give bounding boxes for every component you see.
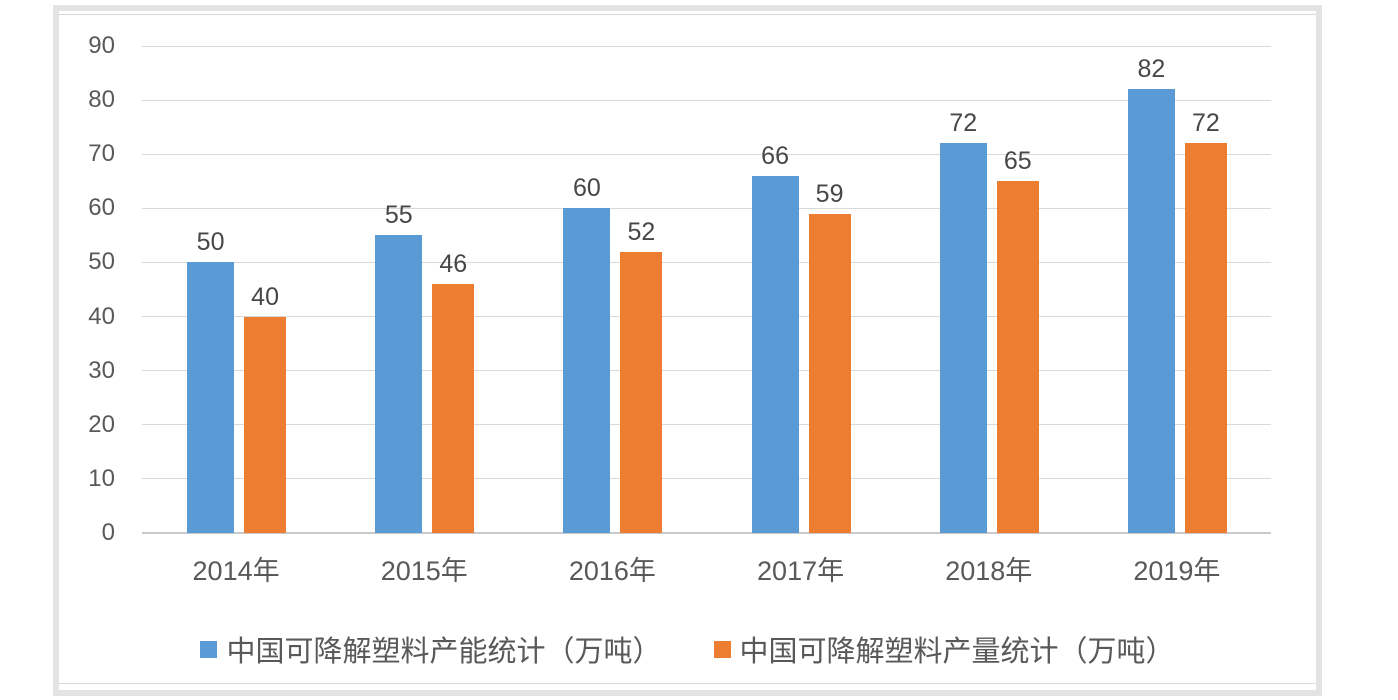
y-axis-tick-label: 60	[88, 194, 115, 222]
x-axis-label: 2015年	[380, 556, 468, 586]
gridline	[142, 45, 1271, 47]
x-axis-label: 2017年	[757, 556, 845, 586]
x-axis-label: 2014年	[192, 556, 280, 586]
capacity-bar	[187, 262, 235, 533]
legend-label-output: 中国可降解塑料产量统计（万吨）	[739, 636, 1175, 668]
bar-value-label: 59	[815, 179, 844, 208]
bar-value-label: 72	[1192, 109, 1220, 138]
output-bar	[996, 181, 1039, 533]
legend-label-capacity: 中国可降解塑料产能统计（万吨）	[226, 636, 662, 668]
gridline	[142, 370, 1271, 372]
y-axis-tick-label: 70	[88, 140, 115, 168]
y-axis-tick-label: 20	[88, 410, 115, 438]
gridline	[142, 99, 1271, 101]
gridline	[142, 424, 1271, 426]
bar-value-label: 66	[761, 141, 789, 170]
gridline	[142, 207, 1271, 209]
bar-value-label: 82	[1137, 55, 1166, 84]
output-bar	[808, 213, 851, 533]
x-axis-label: 2019年	[1133, 556, 1221, 586]
capacity-bar	[939, 143, 987, 533]
x-axis-label: 2018年	[945, 556, 1033, 586]
bar-value-label: 60	[573, 174, 601, 203]
legend-item-output: 中国可降解塑料产量统计（万吨）	[713, 628, 1175, 670]
y-axis-tick-label: 10	[88, 464, 115, 492]
capacity-bar	[375, 235, 423, 533]
bar-value-label: 52	[627, 217, 656, 246]
gridline	[142, 261, 1271, 263]
bar-chart: 中国可降解塑料产能统计（万吨） 中国可降解塑料产量统计（万吨） 0 10 20 30 4…	[59, 14, 1316, 684]
y-axis-tick-label: 50	[88, 248, 115, 276]
y-axis-tick-label: 40	[88, 302, 115, 330]
y-axis-tick-label: 90	[88, 32, 115, 59]
y-axis-tick-label: 0	[101, 519, 115, 546]
gridline	[142, 316, 1271, 318]
chart-legend: 中国可降解塑料产能统计（万吨） 中国可降解塑料产量统计（万吨）	[59, 628, 1316, 670]
y-axis-tick-label: 30	[88, 356, 115, 384]
output-bar	[432, 284, 475, 533]
output-bar	[620, 251, 663, 533]
legend-item-capacity: 中国可降解塑料产能统计（万吨）	[200, 628, 662, 670]
bar-value-label: 55	[384, 201, 413, 230]
chart-outer-frame: 中国可降解塑料产能统计（万吨） 中国可降解塑料产量统计（万吨） 0 10 20 30 4…	[53, 5, 1322, 696]
bar-value-label: 72	[949, 109, 978, 138]
capacity-bar	[1127, 89, 1175, 533]
output-bar	[244, 316, 287, 533]
y-axis-tick-label: 80	[88, 86, 115, 114]
x-axis-label: 2016年	[568, 556, 656, 586]
output-bar	[1184, 143, 1227, 533]
bar-value-label: 46	[439, 250, 468, 279]
capacity-bar	[751, 175, 799, 533]
capacity-bar	[563, 208, 611, 533]
legend-swatch-output-icon	[713, 640, 731, 658]
gridline	[142, 478, 1271, 480]
bar-value-label: 65	[1003, 147, 1032, 176]
legend-swatch-capacity-icon	[200, 640, 218, 658]
x-axis-line	[142, 532, 1271, 534]
bar-value-label: 40	[251, 282, 279, 311]
gridline	[142, 153, 1271, 155]
bar-value-label: 50	[196, 228, 225, 257]
